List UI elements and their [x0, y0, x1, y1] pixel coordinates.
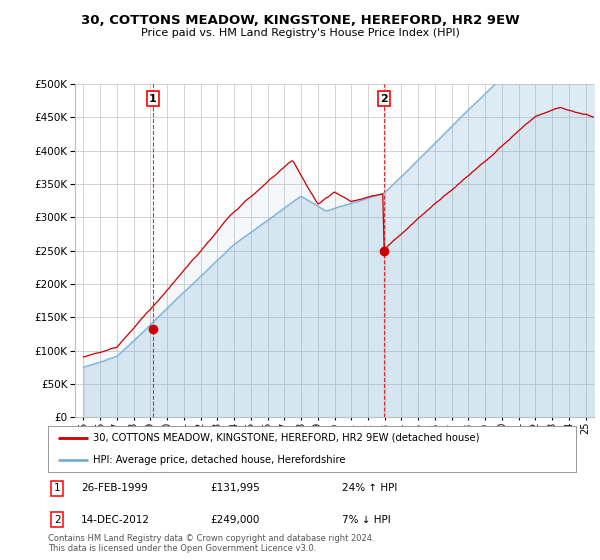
- Text: 24% ↑ HPI: 24% ↑ HPI: [342, 483, 397, 493]
- Text: 2: 2: [54, 515, 61, 525]
- Text: 30, COTTONS MEADOW, KINGSTONE, HEREFORD, HR2 9EW (detached house): 30, COTTONS MEADOW, KINGSTONE, HEREFORD,…: [93, 433, 479, 443]
- Text: 14-DEC-2012: 14-DEC-2012: [81, 515, 150, 525]
- Text: 26-FEB-1999: 26-FEB-1999: [81, 483, 148, 493]
- Text: Price paid vs. HM Land Registry's House Price Index (HPI): Price paid vs. HM Land Registry's House …: [140, 28, 460, 38]
- Text: Contains HM Land Registry data © Crown copyright and database right 2024.
This d: Contains HM Land Registry data © Crown c…: [48, 534, 374, 553]
- Text: 1: 1: [54, 483, 61, 493]
- Text: 2: 2: [380, 94, 388, 104]
- Text: £131,995: £131,995: [210, 483, 260, 493]
- Text: HPI: Average price, detached house, Herefordshire: HPI: Average price, detached house, Here…: [93, 455, 346, 465]
- Text: 1: 1: [149, 94, 157, 104]
- Text: 7% ↓ HPI: 7% ↓ HPI: [342, 515, 391, 525]
- Text: £249,000: £249,000: [210, 515, 259, 525]
- Text: 30, COTTONS MEADOW, KINGSTONE, HEREFORD, HR2 9EW: 30, COTTONS MEADOW, KINGSTONE, HEREFORD,…: [80, 14, 520, 27]
